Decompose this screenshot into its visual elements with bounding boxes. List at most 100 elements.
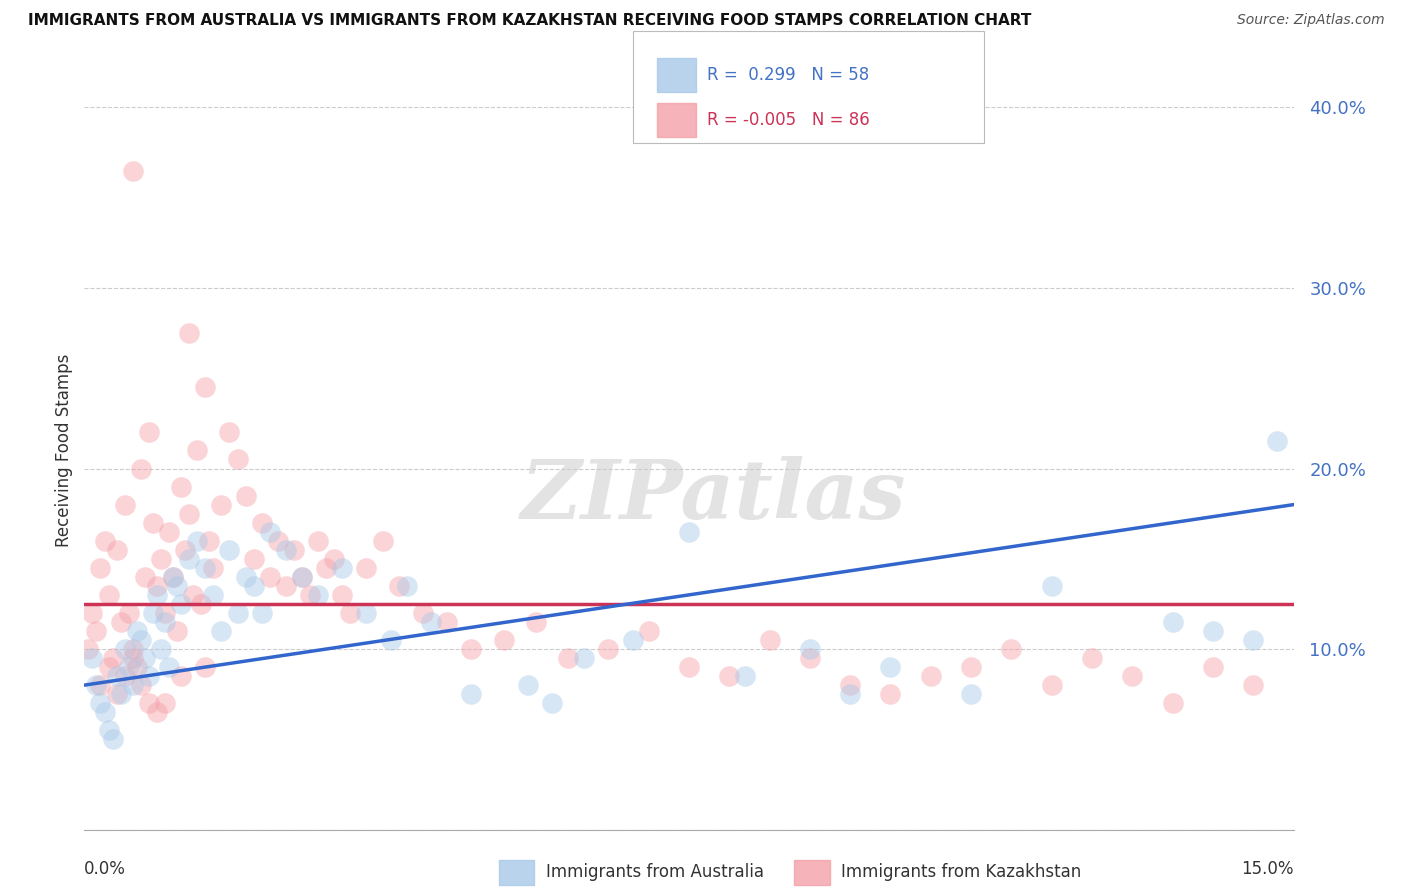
Point <box>235 489 257 503</box>
Point <box>166 624 188 638</box>
Point <box>492 633 515 648</box>
Point <box>97 723 120 738</box>
Text: 0.0%: 0.0% <box>84 860 127 878</box>
Point <box>157 660 180 674</box>
Text: R = -0.005   N = 86: R = -0.005 N = 86 <box>707 111 870 128</box>
Point <box>267 533 290 548</box>
Point <box>960 687 983 701</box>
Point <box>1121 669 1143 683</box>
Point <box>678 524 700 539</box>
Point <box>250 606 273 620</box>
Text: Source: ZipAtlas.com: Source: ZipAtlas.com <box>1237 13 1385 28</box>
Point <box>86 678 108 692</box>
Point <box>105 669 128 683</box>
Point <box>194 660 217 674</box>
Point <box>89 561 111 575</box>
Point <box>259 524 281 539</box>
Text: 15.0%: 15.0% <box>1241 860 1294 878</box>
Point <box>146 705 169 719</box>
Point <box>235 570 257 584</box>
Point <box>339 606 361 620</box>
Point <box>142 606 165 620</box>
Point <box>621 633 644 648</box>
Point <box>114 498 136 512</box>
Point <box>194 561 217 575</box>
Point <box>121 678 143 692</box>
Point <box>209 498 232 512</box>
Point <box>138 425 160 440</box>
Point <box>356 606 378 620</box>
Point <box>179 507 201 521</box>
Point <box>114 642 136 657</box>
Point <box>129 461 152 475</box>
Point <box>82 651 104 665</box>
Point <box>1000 642 1022 657</box>
Point <box>134 651 156 665</box>
Point <box>194 380 217 394</box>
Point <box>198 533 221 548</box>
Point <box>299 588 322 602</box>
Point <box>89 696 111 710</box>
Point <box>110 687 132 701</box>
Point <box>162 570 184 584</box>
Point <box>315 561 337 575</box>
Point <box>879 660 901 674</box>
Point <box>541 696 564 710</box>
Point <box>174 542 197 557</box>
Point <box>97 660 120 674</box>
Point <box>1241 633 1264 648</box>
Point <box>291 570 314 584</box>
Point <box>179 551 201 566</box>
Point <box>97 588 120 602</box>
Point <box>129 633 152 648</box>
Point <box>380 633 402 648</box>
Point <box>149 551 172 566</box>
Point <box>86 624 108 638</box>
Point <box>105 687 128 701</box>
Point <box>153 696 176 710</box>
Point <box>420 615 443 629</box>
Text: ZIPatlas: ZIPatlas <box>520 456 905 536</box>
Point <box>170 479 193 493</box>
Point <box>157 524 180 539</box>
Point <box>121 163 143 178</box>
Point <box>678 660 700 674</box>
Point <box>153 606 176 620</box>
Point <box>1241 678 1264 692</box>
Point <box>121 651 143 665</box>
Point <box>218 542 240 557</box>
Point <box>920 669 942 683</box>
Point <box>557 651 579 665</box>
Point <box>138 696 160 710</box>
Point <box>250 516 273 530</box>
Point <box>524 615 547 629</box>
Point <box>186 533 208 548</box>
Point <box>395 579 418 593</box>
Point <box>734 669 756 683</box>
Point <box>226 452 249 467</box>
Point <box>166 579 188 593</box>
Point <box>134 570 156 584</box>
Text: R =  0.299   N = 58: R = 0.299 N = 58 <box>707 66 869 84</box>
Point <box>125 624 148 638</box>
Point <box>226 606 249 620</box>
Point <box>259 570 281 584</box>
Point <box>202 588 225 602</box>
Point <box>1267 434 1289 449</box>
Point <box>879 687 901 701</box>
Text: IMMIGRANTS FROM AUSTRALIA VS IMMIGRANTS FROM KAZAKHSTAN RECEIVING FOOD STAMPS CO: IMMIGRANTS FROM AUSTRALIA VS IMMIGRANTS … <box>28 13 1032 29</box>
Point <box>388 579 411 593</box>
Point <box>146 579 169 593</box>
Point <box>572 651 595 665</box>
Point <box>110 615 132 629</box>
Point <box>153 615 176 629</box>
Point <box>330 588 353 602</box>
Point <box>412 606 434 620</box>
Point <box>1202 624 1225 638</box>
Point <box>209 624 232 638</box>
Point <box>598 642 620 657</box>
Point <box>307 588 329 602</box>
Point <box>129 678 152 692</box>
Point <box>77 642 100 657</box>
Point <box>170 597 193 611</box>
